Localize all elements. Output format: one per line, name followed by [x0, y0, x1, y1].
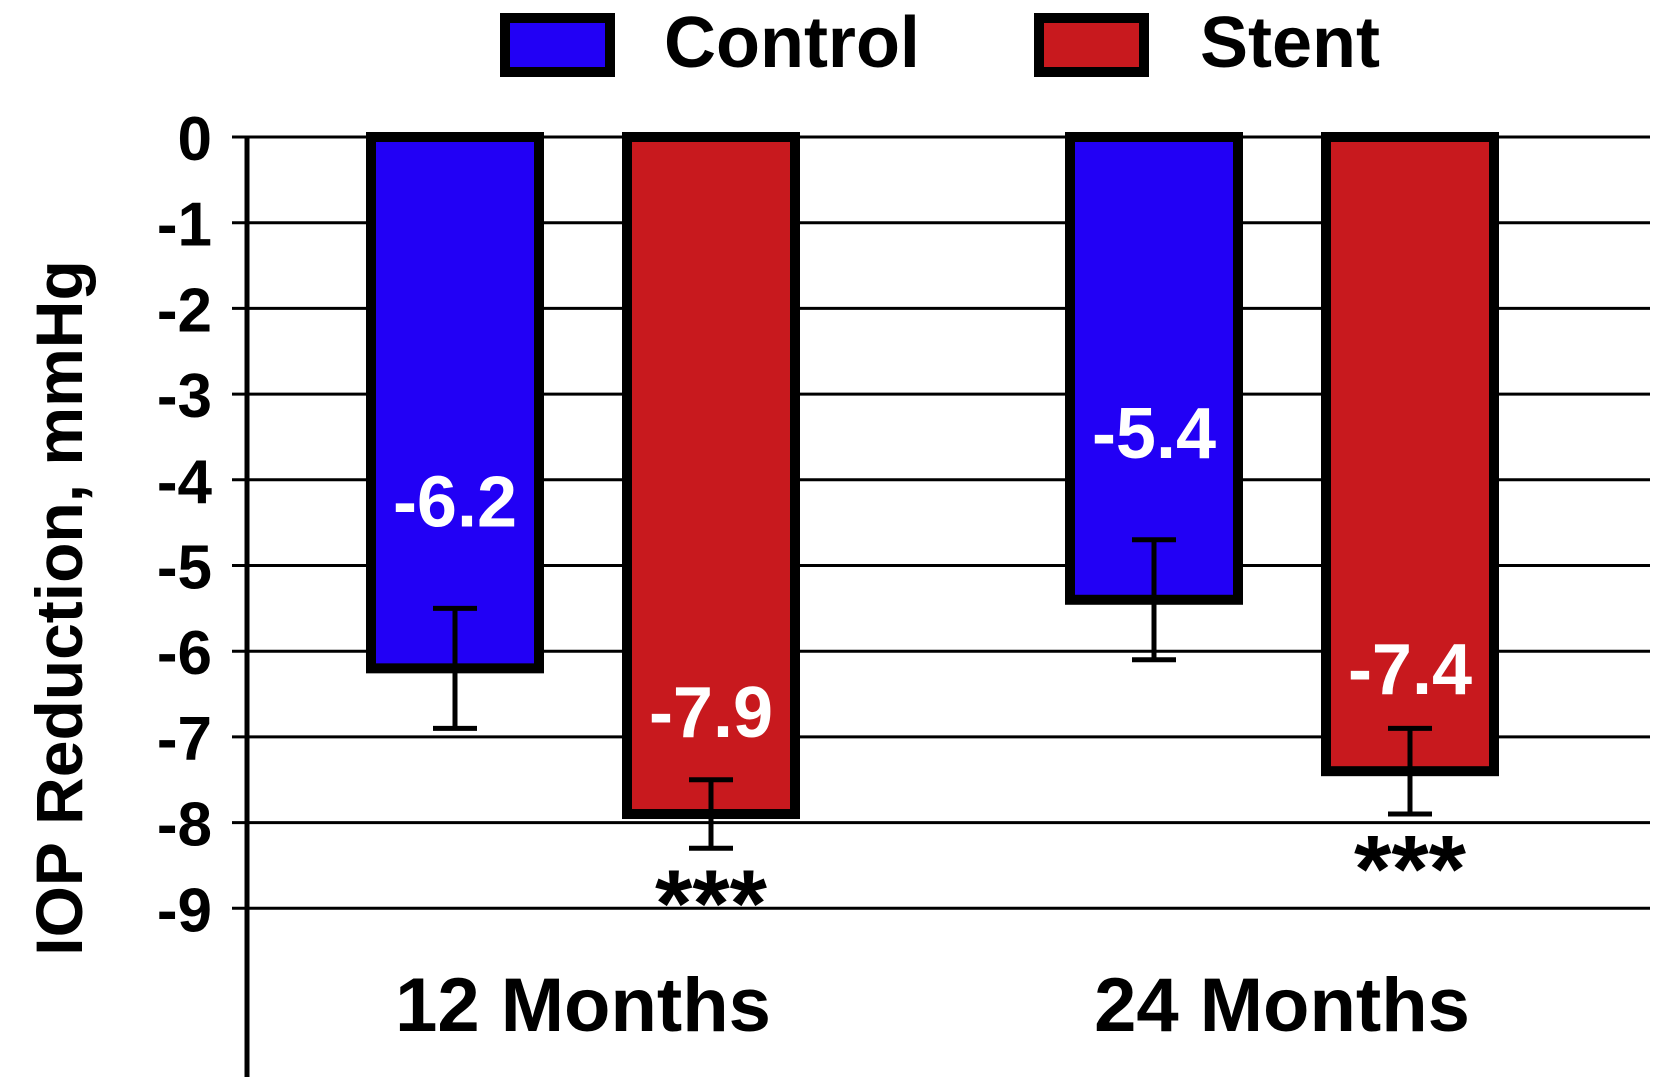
- error-bar: [1388, 725, 1432, 817]
- legend-label-stent: Stent: [1200, 3, 1380, 83]
- y-tick-label: -6: [157, 619, 212, 688]
- y-tick-label: -8: [157, 791, 212, 860]
- significance-annotation: ***: [655, 850, 768, 957]
- data-label: -5.4: [1092, 394, 1216, 474]
- y-tick-label: -2: [157, 276, 212, 345]
- bar-control-0: [366, 132, 544, 674]
- y-tick-label: 0: [178, 105, 212, 174]
- y-axis-label: IOP Reduction, mmHg: [22, 260, 96, 956]
- y-tick-label: -4: [157, 448, 213, 517]
- y-tick-label: -9: [157, 876, 212, 945]
- error-bar: [689, 777, 733, 851]
- error-bar: [1132, 537, 1176, 663]
- x-tick-label: 24 Months: [1094, 963, 1470, 1048]
- error-bar: [433, 605, 477, 731]
- bar-stent-0: [622, 132, 800, 820]
- data-label: -7.4: [1348, 630, 1472, 710]
- legend-swatch-stent: [1034, 13, 1149, 77]
- legend-label-control: Control: [664, 3, 920, 83]
- legend-swatch-control: [500, 13, 615, 77]
- significance-annotation: ***: [1354, 816, 1467, 923]
- data-label: -7.9: [649, 673, 773, 753]
- bars: -6.2 -7.9 *** -5.4 -7.4 ***: [366, 132, 1499, 957]
- x-tick-label: 12 Months: [395, 963, 771, 1048]
- data-label: -6.2: [393, 462, 517, 542]
- bar-stent-1: [1321, 132, 1499, 777]
- y-tick-label: -5: [157, 534, 212, 603]
- y-tick-label: -7: [157, 705, 212, 774]
- axes: 0 -1 -2 -3 -4 -5 -6 -7 -8 -9 12 Months 24 Months: [157, 105, 1470, 1077]
- y-tick-label: -3: [157, 362, 212, 431]
- legend: Control Stent: [500, 3, 1380, 83]
- y-tick-label: -1: [157, 191, 212, 260]
- bar-control-1: [1065, 132, 1243, 605]
